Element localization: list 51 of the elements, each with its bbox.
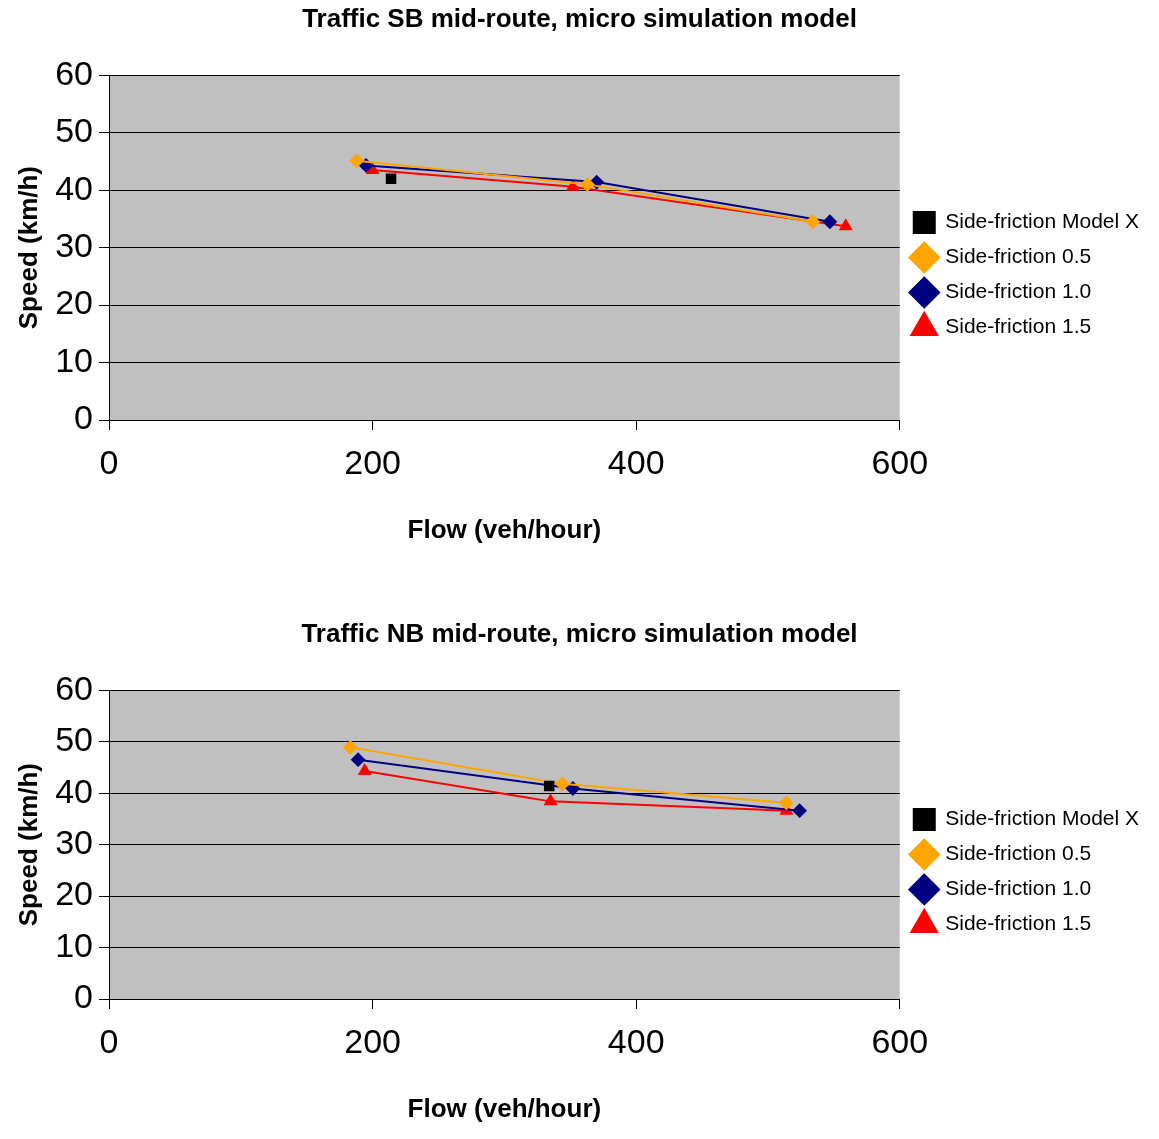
x-tick-label: 0 xyxy=(99,442,119,481)
y-tick-label: 0 xyxy=(74,398,94,437)
legend-label: Side-friction 1.0 xyxy=(945,279,1092,303)
point xyxy=(822,214,837,229)
legend-label: Side-friction Model X xyxy=(945,209,1139,233)
legend-label: Side-friction Model X xyxy=(945,806,1139,830)
y-tick-label: 50 xyxy=(55,111,94,150)
y-axis-title: Speed (km/h) xyxy=(12,165,43,330)
y-tick-label: 40 xyxy=(55,168,94,207)
chart-title: Traffic NB mid-route, micro simulation model xyxy=(301,617,858,648)
y-tick-label: 50 xyxy=(55,720,94,759)
x-tick-label: 200 xyxy=(344,442,401,481)
y-tick-label: 60 xyxy=(55,53,94,92)
point xyxy=(779,795,794,810)
point xyxy=(343,740,358,755)
y-tick-label: 40 xyxy=(55,771,94,810)
y-tick-label: 30 xyxy=(55,225,94,264)
y-tick-label: 10 xyxy=(55,340,94,379)
legend-label: Side-friction 1.0 xyxy=(945,876,1092,900)
legend-label: Side-friction 1.5 xyxy=(945,911,1092,935)
legend-label: Side-friction 0.5 xyxy=(945,841,1092,865)
legend-label: Side-friction 1.5 xyxy=(945,314,1092,338)
x-tick-label: 400 xyxy=(607,442,665,481)
point xyxy=(580,177,595,192)
point xyxy=(349,153,364,168)
x-tick-label: 0 xyxy=(99,1021,119,1060)
y-tick-label: 20 xyxy=(55,874,94,913)
point xyxy=(805,214,820,229)
x-tick-label: 600 xyxy=(871,442,929,481)
chart-title: Traffic SB mid-route, micro simulation model xyxy=(302,2,857,33)
y-tick-label: 10 xyxy=(55,925,94,964)
point xyxy=(358,764,371,775)
x-axis-title: Flow (veh/hour) xyxy=(407,513,602,544)
y-axis-title: Speed (km/h) xyxy=(12,762,43,927)
y-tick-label: 0 xyxy=(74,977,94,1016)
x-tick-label: 200 xyxy=(344,1021,401,1060)
y-tick-label: 20 xyxy=(55,283,94,322)
legend-label: Side-friction 0.5 xyxy=(945,244,1092,268)
y-tick-label: 30 xyxy=(55,822,94,861)
point xyxy=(385,173,397,184)
point xyxy=(792,803,807,818)
y-tick-label: 60 xyxy=(55,668,94,707)
x-tick-label: 400 xyxy=(607,1021,665,1060)
x-tick-label: 600 xyxy=(871,1021,929,1060)
point xyxy=(555,776,570,791)
point xyxy=(351,752,366,767)
x-axis-title: Flow (veh/hour) xyxy=(407,1092,602,1123)
point xyxy=(839,219,852,231)
point xyxy=(543,780,555,792)
point xyxy=(544,794,557,806)
point xyxy=(566,179,580,191)
